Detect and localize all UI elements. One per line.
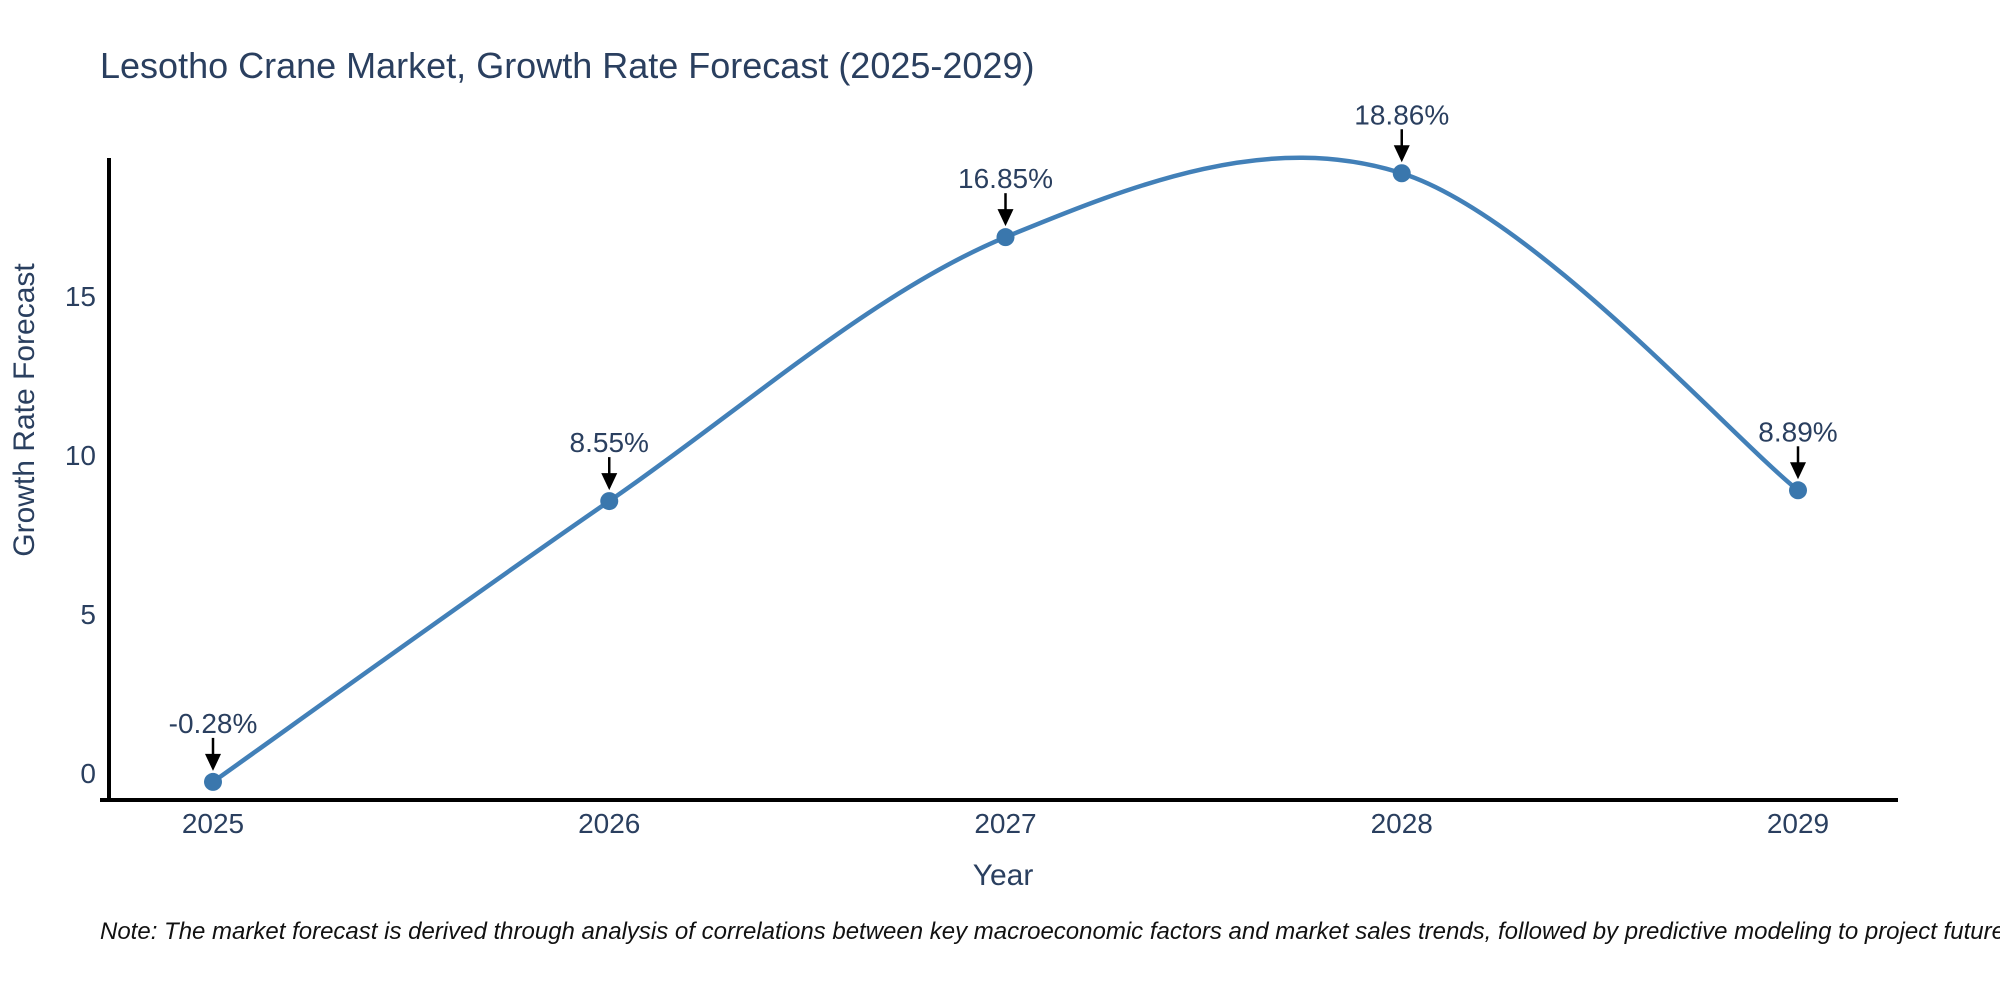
x-axis-ticks: 2025 2026 2027 2028 2029 [182,808,1829,839]
data-point-marker[interactable] [996,228,1015,247]
annotation-arrowhead-icon [1790,462,1806,480]
x-tick-label: 2029 [1767,808,1829,839]
y-tick-label: 0 [80,758,96,789]
annotation-arrowhead-icon [1393,145,1410,163]
x-tick-label: 2026 [578,808,640,839]
data-point-label: 16.85% [958,163,1053,194]
annotation-arrowhead-icon [205,753,221,771]
data-point-label: 18.86% [1354,99,1449,130]
data-point-label: -0.28% [169,708,258,739]
y-tick-label: 15 [65,281,96,312]
annotation-arrowhead-icon [997,209,1014,227]
y-tick-label: 10 [65,440,96,471]
x-tick-label: 2028 [1371,808,1433,839]
data-point-label: 8.89% [1758,416,1837,447]
series-line [210,155,1801,785]
x-tick-label: 2027 [974,808,1036,839]
x-axis-title: Year [973,859,1034,892]
y-axis-ticks: 0 5 10 15 [65,281,96,789]
data-point-marker[interactable] [1789,481,1807,500]
x-tick-label: 2025 [182,808,244,839]
annotation-arrowhead-icon [601,473,618,491]
point-annotations: -0.28% 8.55% 16.85% 18.86% 8.89% [169,99,1838,771]
footnote: Note: The market forecast is derived thr… [100,918,2000,945]
y-tick-label: 5 [80,599,96,630]
data-point-marker[interactable] [1392,164,1411,183]
y-axis-title: Growth Rate Forecast [8,263,41,557]
series-markers [204,164,1807,791]
data-point-marker[interactable] [600,492,619,511]
data-point-marker[interactable] [204,772,222,791]
chart-title: Lesotho Crane Market, Growth Rate Foreca… [100,45,1034,86]
data-point-label: 8.55% [570,427,649,458]
